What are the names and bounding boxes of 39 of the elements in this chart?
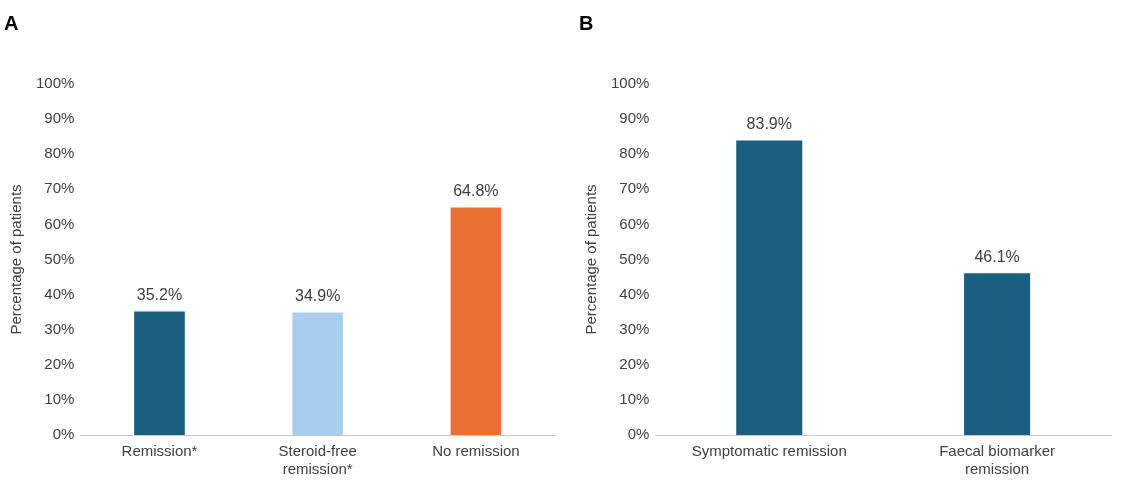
y-tick-label: 10% (619, 390, 650, 408)
y-tick-label: 90% (44, 109, 75, 127)
y-tick-label: 100% (35, 74, 75, 92)
bar (134, 311, 185, 435)
bar (292, 312, 343, 435)
y-tick-label: 40% (619, 284, 650, 302)
data-label: 35.2% (136, 285, 183, 303)
y-axis-title: Percentage of patients (582, 184, 600, 335)
y-tick-label: 0% (627, 425, 650, 443)
y-tick-label: 70% (44, 179, 75, 197)
chart-title: B (579, 11, 594, 34)
y-tick-label: 20% (44, 354, 75, 372)
chart-title: A (4, 11, 19, 34)
y-tick-label: 70% (619, 179, 650, 197)
y-tick-label: 100% (610, 74, 650, 92)
y-tick-label: 30% (44, 319, 75, 337)
y-axis-title: Percentage of patients (7, 184, 25, 335)
x-tick-label: Remission* (121, 442, 198, 460)
y-tick-label: 20% (619, 354, 650, 372)
data-label: 46.1% (974, 247, 1020, 265)
y-tick-label: 0% (52, 425, 75, 443)
bar (450, 207, 502, 435)
data-label: 83.9% (746, 114, 792, 132)
x-tick-label: Symptomatic remission (691, 442, 847, 460)
y-tick-label: 10% (44, 390, 75, 408)
y-tick-label: 50% (619, 249, 650, 267)
data-label: 64.8% (453, 181, 499, 199)
y-tick-label: 40% (44, 284, 75, 302)
y-tick-label: 50% (44, 249, 75, 267)
x-tick-label: No remission (432, 442, 520, 460)
y-tick-label: 80% (44, 144, 75, 162)
x-tick-label: Steroid-free remission* (278, 442, 357, 478)
y-tick-label: 80% (619, 144, 650, 162)
y-tick-label: 60% (44, 214, 75, 232)
x-tick-label: Faecal biomarker remission (939, 442, 1056, 478)
data-label: 34.9% (294, 286, 341, 304)
y-tick-label: 90% (619, 109, 650, 127)
y-tick-label: 30% (619, 319, 650, 337)
y-tick-label: 60% (619, 214, 650, 232)
